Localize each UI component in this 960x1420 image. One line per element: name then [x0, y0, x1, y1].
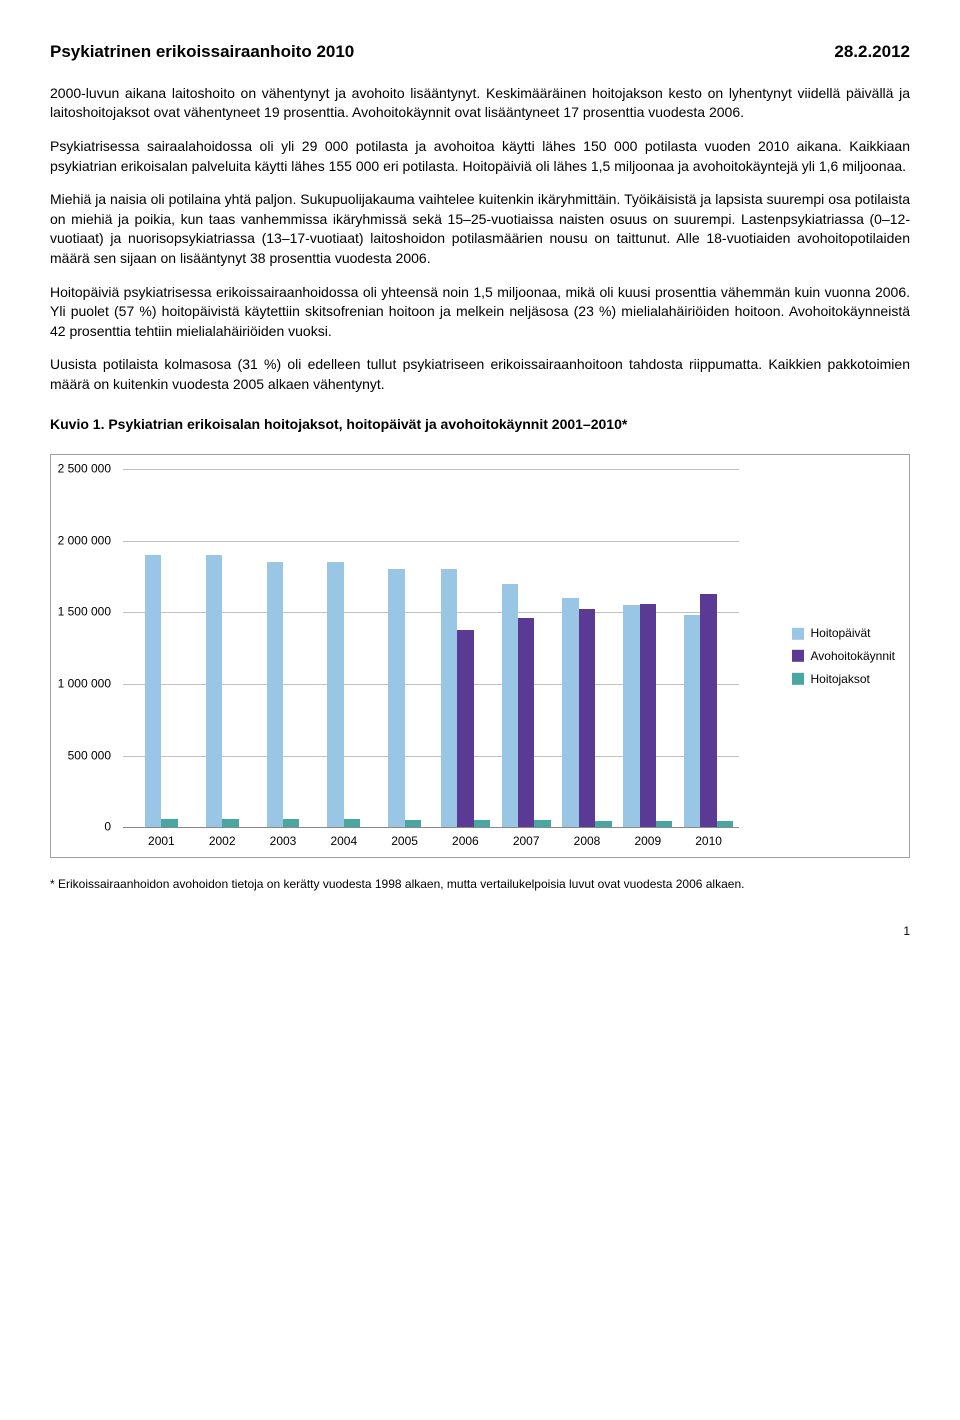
chart-plot-area: 0500 0001 000 0001 500 0002 000 0002 500…	[131, 469, 739, 827]
chart-bar	[700, 594, 716, 827]
chart-bar-group	[617, 469, 678, 827]
chart-bar	[684, 615, 700, 827]
chart-bar-group	[313, 469, 374, 827]
legend-swatch	[792, 650, 804, 662]
chart-bar	[502, 584, 518, 827]
paragraph-2: Psykiatrisessa sairaalahoidossa oli yli …	[50, 137, 910, 176]
chart-bar-group	[435, 469, 496, 827]
chart-y-tick-label: 1 500 000	[58, 604, 111, 621]
chart-bar	[327, 562, 343, 827]
chart-bar	[717, 821, 733, 827]
legend-label: Avohoitokäynnit	[810, 648, 895, 665]
chart-bar-group	[678, 469, 739, 827]
chart-bar	[562, 598, 578, 827]
chart-bar	[283, 819, 299, 827]
legend-swatch	[792, 673, 804, 685]
paragraph-5: Uusista potilaista kolmasosa (31 %) oli …	[50, 355, 910, 394]
legend-swatch	[792, 627, 804, 639]
chart-y-tick-label: 1 000 000	[58, 676, 111, 693]
legend-item: Avohoitokäynnit	[792, 648, 895, 665]
chart-bar	[388, 569, 404, 827]
chart-bar-group	[253, 469, 314, 827]
document-date: 28.2.2012	[834, 40, 910, 64]
chart-x-tick-label: 2005	[391, 833, 418, 850]
paragraph-3: Miehiä ja naisia oli potilaina yhtä palj…	[50, 190, 910, 268]
chart-bar-group	[131, 469, 192, 827]
chart-x-tick-label: 2004	[330, 833, 357, 850]
chart-x-tick-label: 2007	[513, 833, 540, 850]
page-number: 1	[50, 923, 910, 940]
chart-y-tick-label: 2 500 000	[58, 461, 111, 478]
chart-bar	[640, 604, 656, 827]
chart-bar-group	[557, 469, 618, 827]
chart-bar	[267, 562, 283, 827]
chart-bar	[534, 820, 550, 827]
chart-bar	[595, 821, 611, 828]
chart-x-tick-label: 2008	[574, 833, 601, 850]
chart-bar-group	[496, 469, 557, 827]
chart-y-tick-label: 2 000 000	[58, 532, 111, 549]
chart-gridline: 0	[123, 827, 739, 828]
chart-bar	[441, 569, 457, 827]
chart-x-labels: 2001 2002 2003 2004 2005 2006 2007 2008 2009 2010	[131, 833, 739, 851]
paragraph-1: 2000-luvun aikana laitoshoito on vähenty…	[50, 84, 910, 123]
page-title: Psykiatrinen erikoissairaanhoito 2010	[50, 40, 354, 64]
chart-bar	[222, 819, 238, 828]
chart-footnote: * Erikoissairaanhoidon avohoidon tietoja…	[50, 876, 910, 893]
chart-bar	[623, 605, 639, 827]
chart-x-tick-label: 2006	[452, 833, 479, 850]
chart-title: Kuvio 1. Psykiatrian erikoisalan hoitoja…	[50, 415, 910, 435]
chart-bar	[405, 820, 421, 827]
chart-legend: Hoitopäivät Avohoitokäynnit Hoitojaksot	[792, 619, 895, 693]
chart-bar	[518, 618, 534, 827]
chart-y-tick-label: 500 000	[68, 747, 111, 764]
chart-bar	[344, 819, 360, 827]
legend-item: Hoitojaksot	[792, 671, 895, 688]
chart-x-tick-label: 2010	[695, 833, 722, 850]
chart-bar-group	[192, 469, 253, 827]
legend-label: Hoitojaksot	[810, 671, 869, 688]
chart-container: 0 500 000 1 000 000 1 500 000 2 000 000 2 500…	[50, 454, 910, 858]
chart-bar	[206, 555, 222, 827]
chart-x-tick-label: 2009	[634, 833, 661, 850]
legend-label: Hoitopäivät	[810, 625, 870, 642]
chart-bar-group	[374, 469, 435, 827]
chart-x-tick-label: 2003	[270, 833, 297, 850]
legend-item: Hoitopäivät	[792, 625, 895, 642]
chart-bar	[474, 820, 490, 827]
chart-bars	[131, 469, 739, 827]
paragraph-4: Hoitopäiviä psykiatrisessa erikoissairaa…	[50, 283, 910, 342]
chart-x-tick-label: 2002	[209, 833, 236, 850]
chart-bar	[656, 821, 672, 827]
chart-x-tick-label: 2001	[148, 833, 175, 850]
chart-bar	[579, 609, 595, 827]
chart-bar	[161, 819, 177, 828]
chart-y-tick-label: 0	[104, 819, 111, 836]
chart-bar	[145, 555, 161, 827]
chart-bar	[457, 630, 473, 828]
document-header: Psykiatrinen erikoissairaanhoito 2010 28…	[50, 40, 910, 64]
